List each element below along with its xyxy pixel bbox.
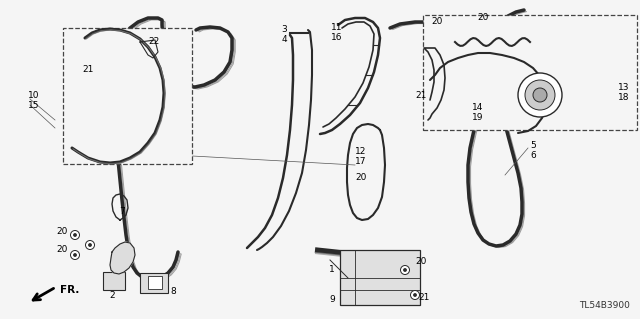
Text: 20: 20 [56,227,68,236]
Circle shape [86,241,95,249]
Circle shape [141,43,150,53]
Text: 20: 20 [415,257,426,266]
Text: 19: 19 [472,114,483,122]
Circle shape [518,73,562,117]
Circle shape [525,80,555,110]
Circle shape [74,254,76,256]
Text: 5: 5 [530,140,536,150]
Text: 2: 2 [109,291,115,300]
Circle shape [533,88,547,102]
Bar [148,276,162,289]
Circle shape [70,250,79,259]
Text: TL54B3900: TL54B3900 [579,301,630,310]
Text: 9: 9 [329,295,335,305]
Text: 20: 20 [431,18,443,26]
Text: 6: 6 [530,151,536,160]
Text: 11: 11 [332,24,343,33]
Circle shape [89,244,92,246]
Text: 21: 21 [82,65,93,75]
Text: 4: 4 [281,35,287,44]
Circle shape [89,95,92,97]
Text: 21: 21 [415,91,427,100]
Circle shape [489,24,492,26]
Circle shape [483,103,493,113]
Text: 14: 14 [472,103,483,113]
Circle shape [444,29,446,31]
Text: 20: 20 [477,13,489,23]
Text: 20: 20 [56,246,68,255]
Circle shape [86,92,95,100]
Text: 18: 18 [618,93,630,102]
Bar [423,15,637,130]
Circle shape [410,291,419,300]
Text: 12: 12 [355,147,366,157]
Circle shape [86,76,95,85]
Polygon shape [110,242,135,274]
Bar [103,272,125,290]
Text: FR.: FR. [60,285,79,295]
Text: 17: 17 [355,158,367,167]
Circle shape [144,47,146,49]
Circle shape [486,20,495,29]
Circle shape [436,111,438,113]
Text: 1: 1 [329,265,335,275]
Text: 7: 7 [119,207,125,217]
Circle shape [70,231,79,240]
Text: 10: 10 [28,91,40,100]
Text: 20: 20 [355,174,366,182]
Circle shape [74,234,76,236]
Circle shape [401,265,410,275]
Text: 3: 3 [281,26,287,34]
Circle shape [414,294,416,296]
Circle shape [433,108,442,116]
Text: 8: 8 [170,287,176,296]
Bar [63,28,192,164]
Circle shape [404,269,406,271]
Bar [140,273,168,293]
Text: 16: 16 [332,33,343,42]
Text: 15: 15 [28,100,40,109]
Circle shape [440,26,449,34]
Bar [340,250,420,305]
Circle shape [89,79,92,81]
Text: 13: 13 [618,84,630,93]
Text: 22: 22 [148,38,159,47]
Text: 21: 21 [418,293,429,302]
Circle shape [487,107,489,109]
